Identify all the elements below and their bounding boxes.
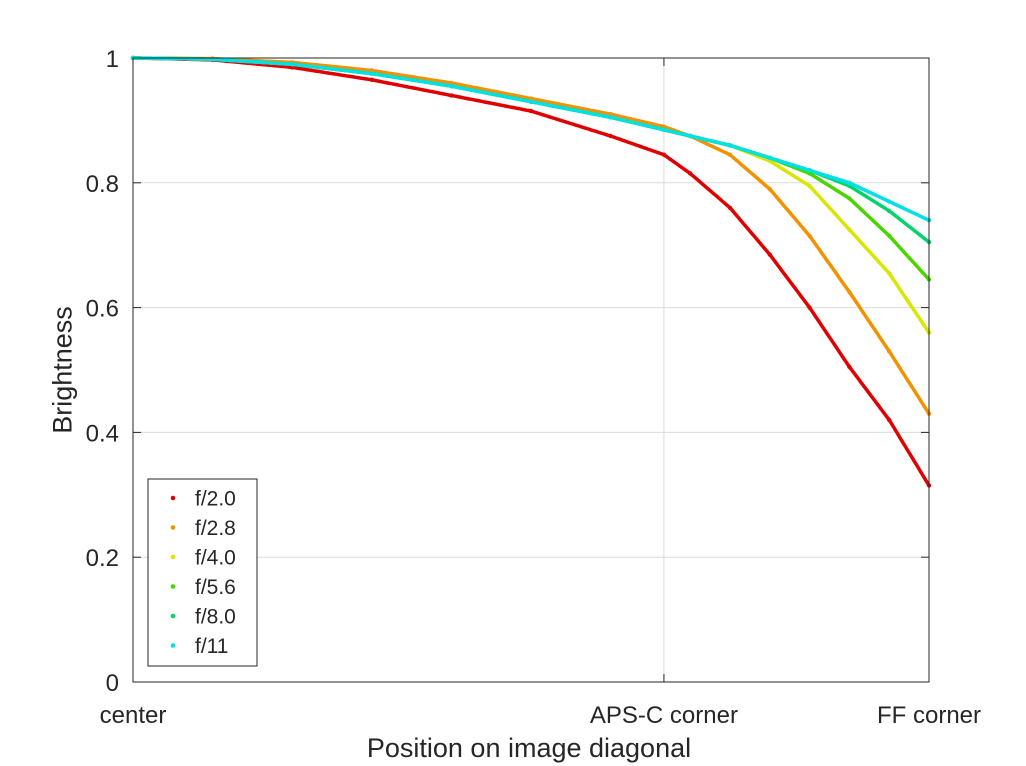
data-point: [290, 61, 295, 67]
legend-label: f/8.0: [195, 606, 236, 629]
data-point: [608, 133, 613, 139]
data-point: [887, 199, 892, 204]
legend-box: [147, 478, 258, 667]
grid: [133, 58, 929, 682]
data-point: [807, 305, 812, 310]
data-point: [727, 143, 733, 148]
x-tick-label: center: [100, 702, 167, 729]
y-tick-label: 0: [106, 670, 119, 697]
data-point: [767, 155, 772, 160]
data-point: [807, 233, 812, 238]
data-point: [887, 233, 892, 238]
data-point: [688, 133, 693, 139]
y-tick-label: 0.8: [86, 171, 119, 198]
y-tick-label: 1: [106, 46, 119, 73]
data-point: [887, 349, 892, 354]
data-point: [887, 417, 892, 423]
legend-marker: [170, 584, 176, 589]
data-point: [528, 108, 534, 114]
data-point: [449, 80, 454, 86]
data-point: [449, 93, 454, 98]
legend-label: f/2.0: [195, 488, 236, 511]
data-point: [847, 180, 852, 185]
data-point: [887, 208, 892, 214]
data-point: [847, 289, 852, 295]
legend-marker: [170, 643, 176, 648]
axis-ticks: 0 0.2 0.4 0.6 0.8 1 center APS-C corner FF corne…: [86, 46, 981, 729]
data-point: [290, 65, 295, 70]
data-point: [727, 205, 733, 210]
legend: f/2.0 f/2.8 f/4.0 f/5.6 f/8.0 f/11: [147, 478, 258, 667]
data-point: [661, 127, 667, 132]
data-point: [688, 171, 693, 176]
data-point: [608, 115, 613, 120]
data-point: [767, 186, 772, 192]
data-point: [369, 77, 374, 83]
y-axis-label: Brightness: [47, 306, 77, 434]
data-point: [661, 152, 667, 157]
legend-marker: [170, 525, 176, 530]
x-axis-label: Position on image diagonal: [367, 733, 691, 763]
y-tick-label: 0.4: [86, 420, 119, 447]
data-point: [847, 364, 852, 370]
data-point: [369, 71, 374, 76]
data-point: [847, 227, 852, 232]
series-f-11: [130, 55, 932, 223]
data-point: [528, 99, 534, 104]
data-series: [130, 55, 932, 488]
legend-marker: [170, 613, 176, 619]
data-point: [767, 252, 772, 257]
x-tick-label: APS-C corner: [590, 702, 738, 729]
data-point: [807, 168, 812, 173]
x-tick-label: FF corner: [877, 702, 981, 729]
y-tick-label: 0.2: [86, 545, 119, 572]
legend-label: f/2.8: [195, 517, 236, 540]
legend-marker: [170, 554, 176, 560]
y-tick-label: 0.6: [86, 296, 119, 323]
legend-label: f/5.6: [195, 576, 236, 599]
data-point: [807, 183, 812, 189]
data-point: [847, 196, 852, 201]
plot-frame: [132, 57, 930, 683]
data-point: [727, 152, 733, 157]
data-point: [369, 68, 374, 73]
legend-label: f/11: [195, 635, 228, 658]
data-point: [887, 271, 892, 276]
legend-marker: [170, 495, 176, 501]
legend-label: f/4.0: [195, 547, 236, 570]
data-point: [449, 83, 454, 89]
